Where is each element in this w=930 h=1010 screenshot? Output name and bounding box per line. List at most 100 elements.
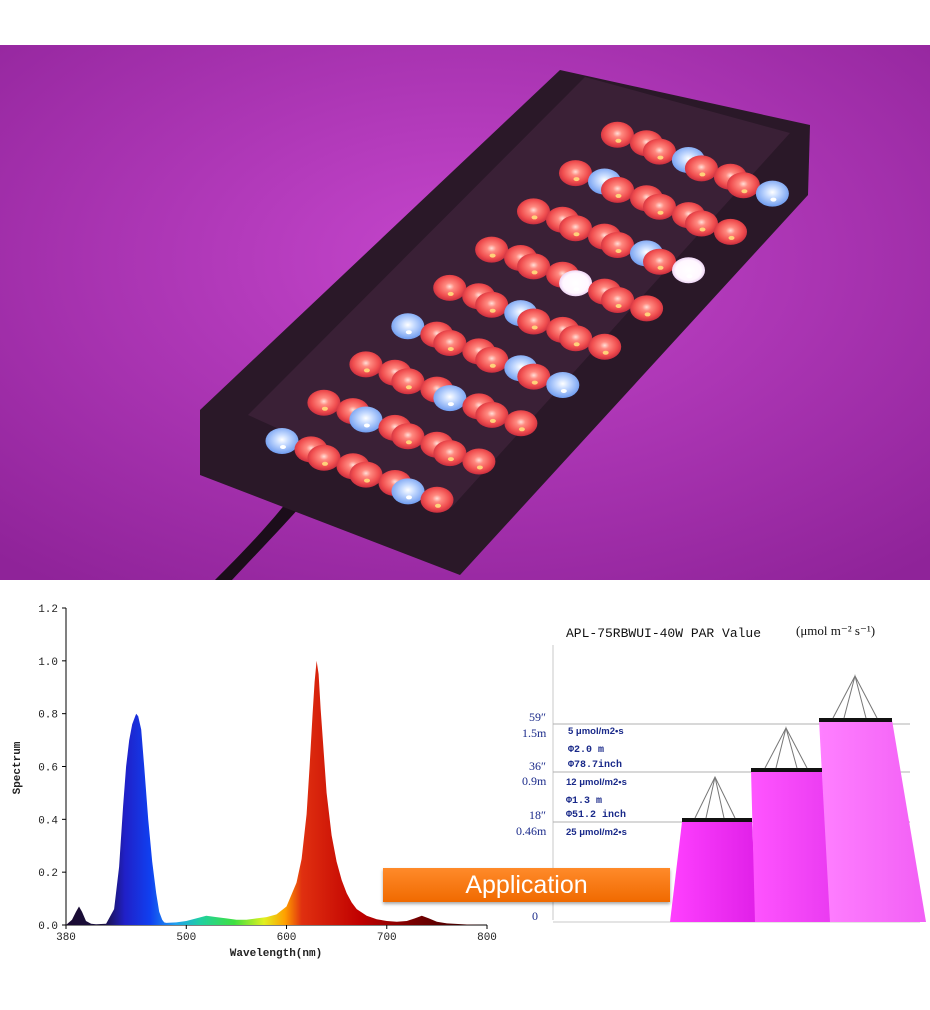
height-inch-label: 36″ — [529, 759, 546, 773]
par-value-label: 12 μmol/m2•s — [566, 777, 627, 788]
height-inch-label: 18″ — [529, 808, 546, 822]
light-beam-1.5m — [819, 720, 926, 922]
coverage-diameter-m: Φ1.3 m — [566, 796, 602, 807]
height-meter-label: 0.46m — [516, 824, 547, 838]
led-chip — [321, 406, 328, 411]
led-chip — [489, 253, 496, 258]
par-unit: (μmol m⁻² s⁻¹) — [796, 623, 875, 638]
led-chip — [364, 478, 370, 483]
led-array — [265, 121, 789, 513]
led-chip — [405, 385, 412, 390]
led-chip — [686, 274, 693, 279]
led-chip — [489, 418, 496, 423]
led-white — [559, 270, 593, 297]
led-red — [630, 295, 664, 322]
light-beam-0.46m — [670, 822, 757, 922]
led-blue — [349, 406, 383, 433]
spectrum-chart: 0.0 0.2 0.4 0.6 0.8 1.0 1.2 380 500 600 700 800 Spe… — [12, 604, 497, 960]
product-photo — [0, 45, 930, 580]
led-red — [517, 253, 551, 280]
led-chip — [447, 402, 454, 407]
led-blue — [265, 428, 299, 454]
led-red — [349, 461, 383, 488]
height-baseline-label: 0 — [532, 909, 538, 923]
led-red — [420, 486, 454, 513]
led-chip — [602, 350, 609, 355]
par-diagram: APL-75RBWUI-40W PAR Value (μmol m⁻² s⁻¹)… — [516, 623, 926, 923]
led-chip — [560, 389, 567, 393]
led-chip — [447, 347, 454, 351]
led-chip — [518, 427, 525, 432]
led-chip — [770, 197, 777, 202]
spectrum-x-tick-label: 800 — [477, 932, 497, 944]
led-chip — [531, 325, 538, 330]
led-chip — [573, 232, 580, 237]
spectrum-y-axis-label: Spectrum — [12, 741, 24, 794]
led-blue — [391, 478, 425, 505]
led-chip — [363, 368, 370, 373]
led-red — [475, 291, 509, 318]
height-meter-label: 1.5m — [522, 726, 547, 740]
led-red — [391, 368, 425, 395]
led-chip — [447, 291, 454, 296]
spectrum-y-tick-label: 1.0 — [38, 657, 58, 669]
led-red — [684, 155, 718, 182]
led-red — [475, 346, 509, 373]
led-red — [433, 440, 467, 467]
led-red — [475, 236, 509, 263]
light-beam-0.9m — [751, 770, 840, 922]
led-chip — [573, 177, 580, 182]
spectrum-x-tick-label: 600 — [277, 932, 297, 944]
spectrum-y-tick-label: 0.6 — [38, 763, 58, 775]
led-red — [517, 198, 550, 225]
led-red — [433, 274, 467, 301]
led-red — [643, 248, 676, 275]
led-red — [307, 444, 341, 471]
led-red — [601, 287, 635, 313]
lamp-0.9m — [751, 726, 822, 772]
height-meter-label: 0.9m — [522, 774, 547, 788]
led-chip — [406, 495, 412, 500]
spectrum-x-tick-label: 500 — [176, 932, 196, 944]
spectrum-y-tick-label: 0.8 — [38, 710, 58, 722]
par-level-labels: 59″ 1.5m 5 μmol/m2•s Φ2.0 m Φ78.7inch 36… — [516, 710, 627, 923]
spectrum-y-tick-label: 1.2 — [38, 604, 58, 616]
led-red — [559, 215, 592, 242]
led-chip — [363, 423, 370, 428]
led-blue — [391, 313, 425, 340]
par-value-label: 25 μmol/m2•s — [566, 827, 627, 838]
coverage-diameter-in: Φ78.7inch — [568, 759, 622, 771]
led-blue — [546, 372, 580, 398]
par-title: APL-75RBWUI-40W PAR Value — [566, 626, 761, 641]
lamp-1.5m — [819, 674, 892, 722]
led-chip — [699, 172, 706, 177]
led-red — [726, 172, 760, 199]
led-blue — [755, 180, 789, 207]
led-red — [504, 410, 538, 437]
led-chip — [615, 193, 622, 198]
led-chip — [573, 287, 580, 292]
led-red — [462, 448, 496, 475]
coverage-diameter-m: Φ2.0 m — [568, 745, 604, 756]
led-chip — [573, 342, 580, 347]
led-red — [517, 308, 551, 335]
coverage-diameter-in: Φ51.2 inch — [566, 809, 626, 821]
led-red — [349, 351, 383, 378]
led-chip — [280, 445, 286, 449]
led-red — [601, 176, 634, 203]
led-chip — [644, 312, 651, 317]
application-button[interactable]: Application — [383, 868, 670, 902]
led-chip — [615, 138, 622, 143]
led-chip — [699, 227, 706, 232]
led-red — [517, 363, 551, 390]
led-red — [588, 333, 622, 360]
led-chip — [476, 465, 483, 470]
led-chip — [657, 265, 664, 270]
led-chip — [489, 363, 496, 368]
spectrum-y-tick-label: 0.2 — [38, 868, 58, 880]
panel-face — [248, 77, 790, 507]
led-chip — [405, 330, 412, 335]
led-chip — [489, 308, 496, 313]
led-chip — [657, 210, 664, 215]
led-chip — [531, 270, 538, 275]
